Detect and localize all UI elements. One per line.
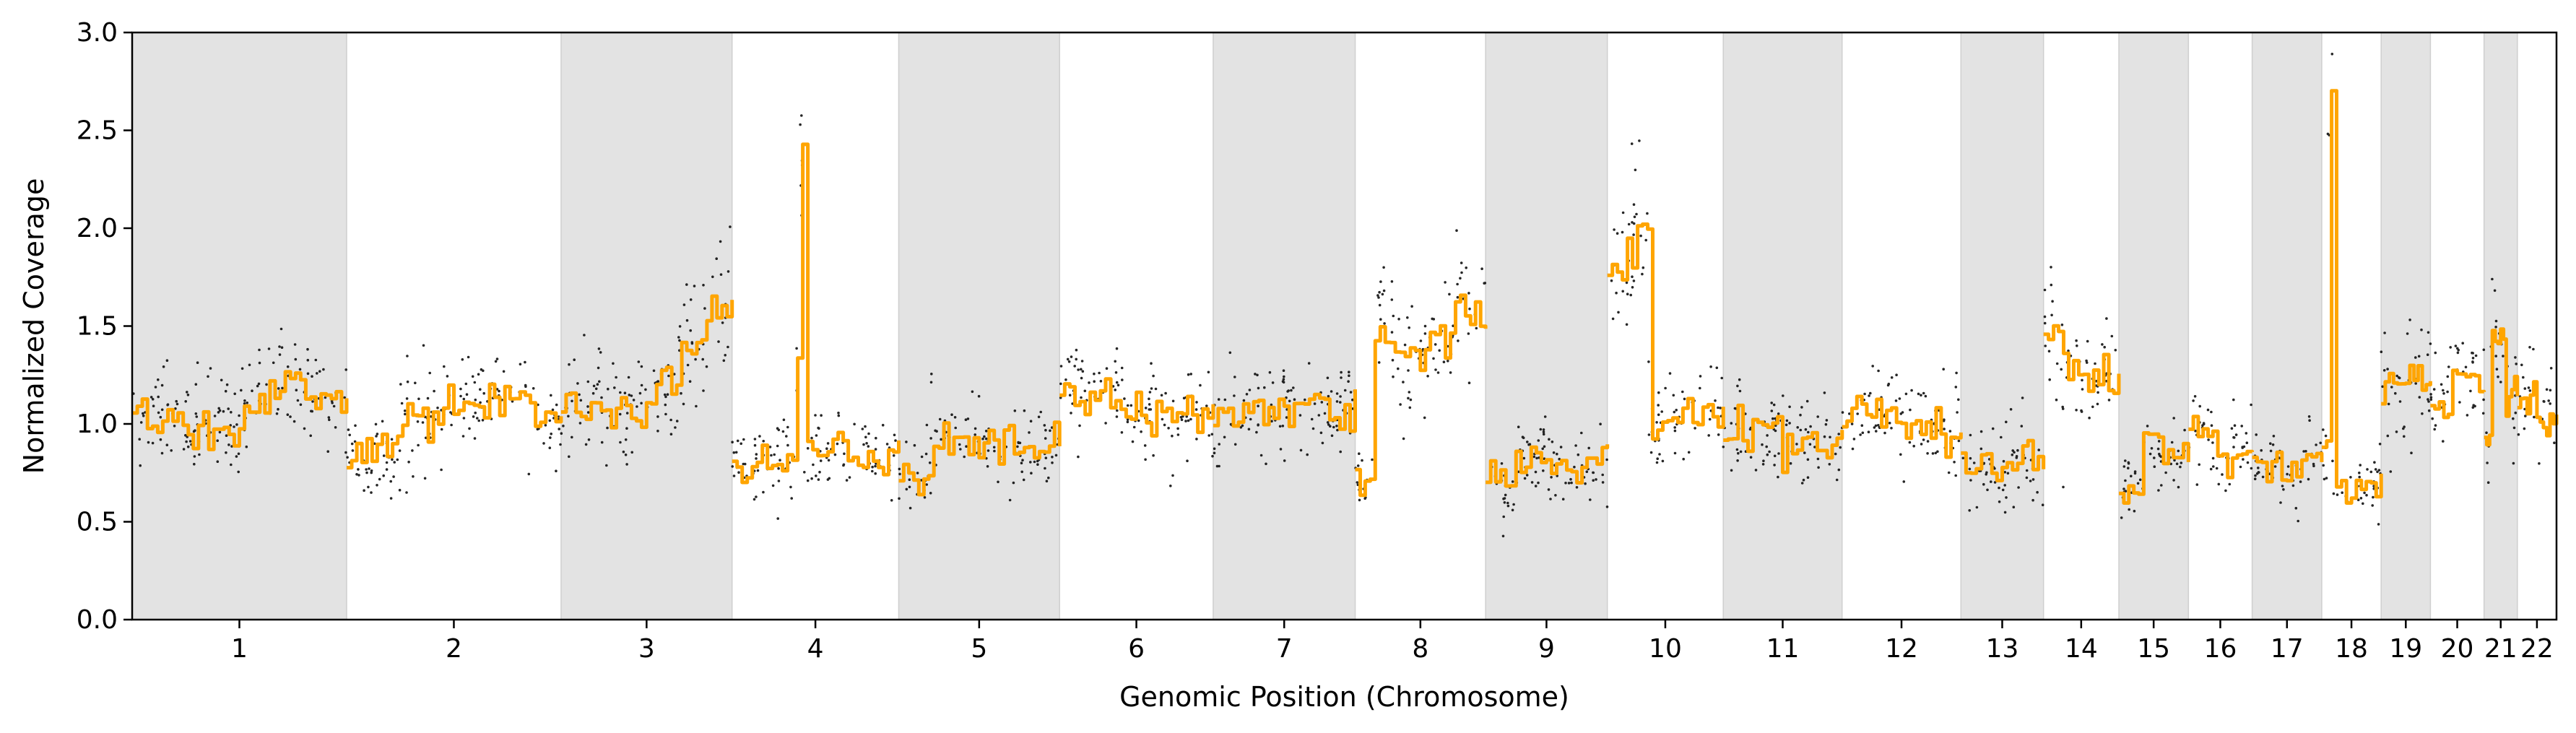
- segment-line-chr-10: [1607, 222, 1725, 441]
- x-tick-label: 21: [2484, 634, 2518, 664]
- segment-line-chr-1: [132, 370, 349, 451]
- segment-line-chr-21: [2484, 327, 2520, 447]
- chromosome-band-13: [1960, 32, 2044, 620]
- segment-line-chr-13: [1961, 438, 2046, 482]
- segment-line-chr-11: [1723, 403, 1844, 474]
- x-tick-label: 20: [2441, 634, 2474, 664]
- y-axis-ticks: 0.0 0.5 1.0 1.5 2.0 2.5 3.0: [77, 18, 132, 635]
- chromosome-band-15: [2118, 32, 2190, 620]
- chromosome-band-7: [1213, 32, 1356, 620]
- x-tick-label: 4: [807, 634, 824, 664]
- coverage-points-chr-16: [2187, 395, 2253, 493]
- x-tick-label: 10: [1649, 634, 1682, 664]
- segment-line-chr-9: [1486, 444, 1610, 488]
- x-tick-label: 8: [1412, 634, 1428, 664]
- segment-line-chr-20: [2430, 368, 2486, 420]
- segment-line-chr-3: [560, 294, 734, 430]
- segment-line-chr-2: [347, 382, 563, 470]
- chromosome-band-19: [2380, 32, 2432, 620]
- x-tick-label: 6: [1128, 634, 1145, 664]
- x-axis-label: Genomic Position (Chromosome): [1119, 681, 1569, 713]
- segment-lines: [132, 89, 2559, 505]
- x-tick-label: 5: [971, 634, 987, 664]
- x-tick-label: 7: [1276, 634, 1293, 664]
- y-tick-label: 2.5: [77, 116, 118, 146]
- y-tick-label: 1.5: [77, 312, 118, 342]
- coverage-points-chr-10: [1610, 139, 1724, 464]
- x-tick-label: 15: [2137, 634, 2170, 664]
- x-tick-label: 9: [1538, 634, 1555, 664]
- chromosome-bands: [131, 32, 2518, 620]
- x-tick-label: 11: [1766, 634, 1800, 664]
- x-tick-label: 1: [231, 634, 248, 664]
- x-axis-ticks: 1 2 3 4 5 6 7 8 9 10 11 12 13 14 15 16 17 18 19 20 21 22: [231, 620, 2554, 664]
- segment-line-chr-19: [2381, 363, 2432, 406]
- y-axis-label: Normalized Coverage: [18, 178, 50, 474]
- y-tick-label: 0.0: [77, 605, 118, 635]
- y-tick-label: 0.5: [77, 508, 118, 537]
- segment-line-chr-4: [732, 142, 901, 485]
- chromosome-band-5: [898, 32, 1060, 620]
- x-tick-label: 22: [2520, 634, 2554, 664]
- segment-line-chr-8: [1355, 293, 1488, 498]
- segment-line-chr-5: [898, 420, 1062, 497]
- segment-line-chr-7: [1213, 389, 1357, 433]
- x-tick-label: 16: [2204, 634, 2237, 664]
- coverage-points-chr-6: [1059, 347, 1214, 487]
- chromosome-band-3: [560, 32, 733, 620]
- chromosome-band-1: [131, 32, 347, 620]
- chromosome-band-9: [1485, 32, 1608, 620]
- segment-line-chr-12: [1842, 394, 1963, 459]
- x-tick-label: 2: [446, 634, 462, 664]
- coverage-points-chr-22: [2517, 346, 2556, 465]
- y-tick-label: 3.0: [77, 18, 118, 48]
- segment-line-chr-17: [2252, 450, 2324, 484]
- x-tick-label: 19: [2389, 634, 2422, 664]
- coverage-points-chr-8: [1354, 229, 1487, 502]
- coverage-points-chr-4: [731, 114, 897, 520]
- chromosome-band-17: [2251, 32, 2323, 620]
- x-tick-label: 14: [2065, 634, 2098, 664]
- segment-line-chr-14: [2043, 324, 2121, 396]
- y-tick-label: 1.0: [77, 409, 118, 439]
- x-tick-label: 17: [2271, 634, 2304, 664]
- x-tick-label: 13: [1986, 634, 2019, 664]
- coverage-points-chr-2: [346, 344, 562, 500]
- chromosome-band-11: [1722, 32, 1843, 620]
- segment-line-chr-18: [2321, 89, 2383, 505]
- x-tick-label: 3: [638, 634, 655, 664]
- coverage-points-chr-20: [2429, 342, 2486, 443]
- segment-line-chr-16: [2188, 415, 2255, 480]
- x-tick-label: 12: [1885, 634, 1918, 664]
- coverage-points-chr-13: [1961, 396, 2044, 514]
- x-tick-label: 18: [2335, 634, 2368, 664]
- segment-line-chr-22: [2517, 380, 2559, 438]
- segment-line-chr-15: [2119, 431, 2190, 505]
- y-tick-label: 2.0: [77, 214, 118, 243]
- segment-line-chr-6: [1059, 377, 1215, 438]
- chromosome-band-21: [2483, 32, 2518, 620]
